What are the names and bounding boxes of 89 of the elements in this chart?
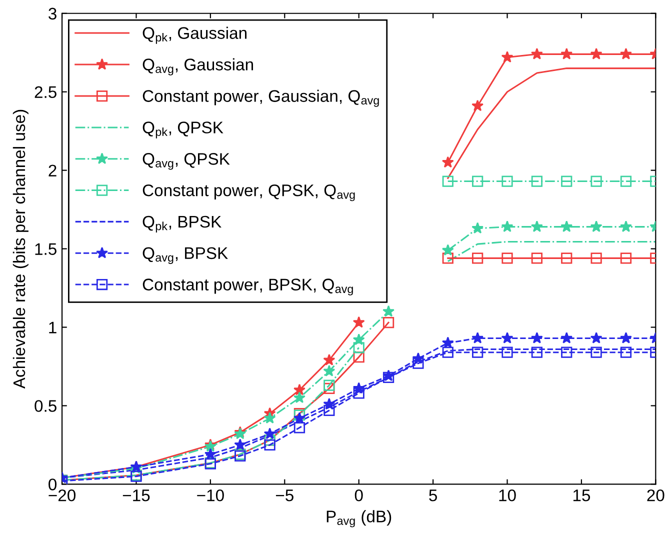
point bbox=[590, 48, 602, 60]
x-tick-label: 0 bbox=[354, 489, 363, 502]
point bbox=[412, 358, 424, 369]
point bbox=[472, 332, 484, 344]
point bbox=[560, 220, 573, 232]
point bbox=[382, 316, 394, 328]
point bbox=[620, 252, 632, 264]
point bbox=[620, 220, 632, 232]
legend-label: Q$_{pk}$, Gaussian bbox=[142, 26, 246, 44]
point bbox=[530, 332, 543, 344]
point bbox=[501, 220, 514, 232]
point bbox=[324, 404, 335, 416]
point bbox=[472, 100, 484, 112]
point bbox=[590, 346, 602, 358]
point bbox=[560, 48, 573, 60]
point bbox=[530, 48, 543, 60]
point bbox=[620, 332, 632, 344]
point bbox=[442, 244, 454, 256]
legend-label: Q$_{avg}$, Gaussian bbox=[142, 58, 253, 76]
point bbox=[264, 428, 276, 440]
point bbox=[531, 252, 542, 264]
point bbox=[472, 176, 484, 187]
x-tick-label: 10 bbox=[499, 489, 516, 502]
point bbox=[323, 354, 336, 366]
point bbox=[442, 346, 454, 358]
point bbox=[502, 176, 513, 187]
legend-label: Q$_{avg}$, QPSK bbox=[142, 153, 230, 170]
x-tick-label: −20 bbox=[48, 489, 76, 502]
point bbox=[502, 252, 513, 264]
y-tick-label: 1.5 bbox=[35, 243, 56, 255]
point bbox=[590, 332, 602, 344]
x-tick-label: 20 bbox=[647, 489, 664, 502]
x-tick-label: −5 bbox=[276, 490, 294, 502]
point bbox=[264, 439, 276, 450]
y-tick-label: 1 bbox=[49, 322, 56, 334]
point bbox=[323, 364, 336, 376]
point bbox=[294, 422, 306, 434]
y-tick-label: 0 bbox=[48, 478, 57, 490]
x-tick-label: 15 bbox=[573, 490, 590, 502]
point bbox=[353, 342, 364, 354]
point bbox=[502, 346, 513, 358]
point bbox=[442, 252, 454, 264]
point bbox=[620, 176, 632, 187]
point bbox=[531, 346, 542, 358]
legend-label: Constant power, QPSK, Q$_{avg}$ bbox=[142, 184, 355, 202]
legend-label: Constant power, BPSK, Q$_{avg}$ bbox=[142, 278, 353, 296]
point bbox=[620, 48, 632, 60]
x-tick-label: −10 bbox=[197, 489, 224, 502]
point bbox=[590, 176, 602, 187]
point bbox=[501, 332, 514, 344]
legend-label: Q$_{pk}$, BPSK bbox=[142, 216, 222, 233]
y-axis-title: Achievable rate (bits per channel use) bbox=[12, 110, 28, 389]
point bbox=[294, 384, 306, 396]
point bbox=[530, 220, 543, 232]
y-tick-label: 3 bbox=[48, 8, 56, 20]
point bbox=[294, 392, 306, 404]
point bbox=[501, 51, 514, 63]
legend-label: Q$_{pk}$, QPSK bbox=[142, 122, 224, 138]
x-tick-label: −15 bbox=[122, 490, 150, 502]
point bbox=[204, 448, 216, 460]
legend-label: Constant power, Gaussian, Q$_{avg}$ bbox=[142, 90, 379, 107]
point bbox=[561, 346, 572, 358]
point bbox=[472, 222, 484, 234]
y-tick-label: 2.5 bbox=[34, 86, 56, 98]
point bbox=[324, 380, 335, 391]
point bbox=[442, 176, 454, 187]
point bbox=[561, 176, 572, 187]
point bbox=[264, 412, 276, 424]
point bbox=[234, 438, 246, 450]
y-tick-label: 0.5 bbox=[34, 400, 56, 412]
point bbox=[561, 252, 572, 264]
point bbox=[294, 412, 306, 424]
point bbox=[590, 252, 602, 264]
point bbox=[442, 156, 454, 168]
point bbox=[590, 220, 602, 232]
point bbox=[353, 388, 364, 399]
point bbox=[382, 305, 395, 317]
x-tick-label: 5 bbox=[429, 490, 437, 502]
point bbox=[620, 346, 632, 358]
point bbox=[353, 352, 364, 363]
point bbox=[560, 332, 573, 344]
point bbox=[472, 346, 484, 358]
point bbox=[472, 252, 484, 264]
point bbox=[352, 316, 365, 328]
point bbox=[531, 176, 542, 187]
legend-label: Q$_{avg}$, BPSK bbox=[142, 247, 228, 264]
point bbox=[442, 336, 454, 348]
x-axis-title: P$_{avg}$ (dB) bbox=[326, 510, 392, 528]
y-tick-label: 2 bbox=[48, 164, 56, 176]
